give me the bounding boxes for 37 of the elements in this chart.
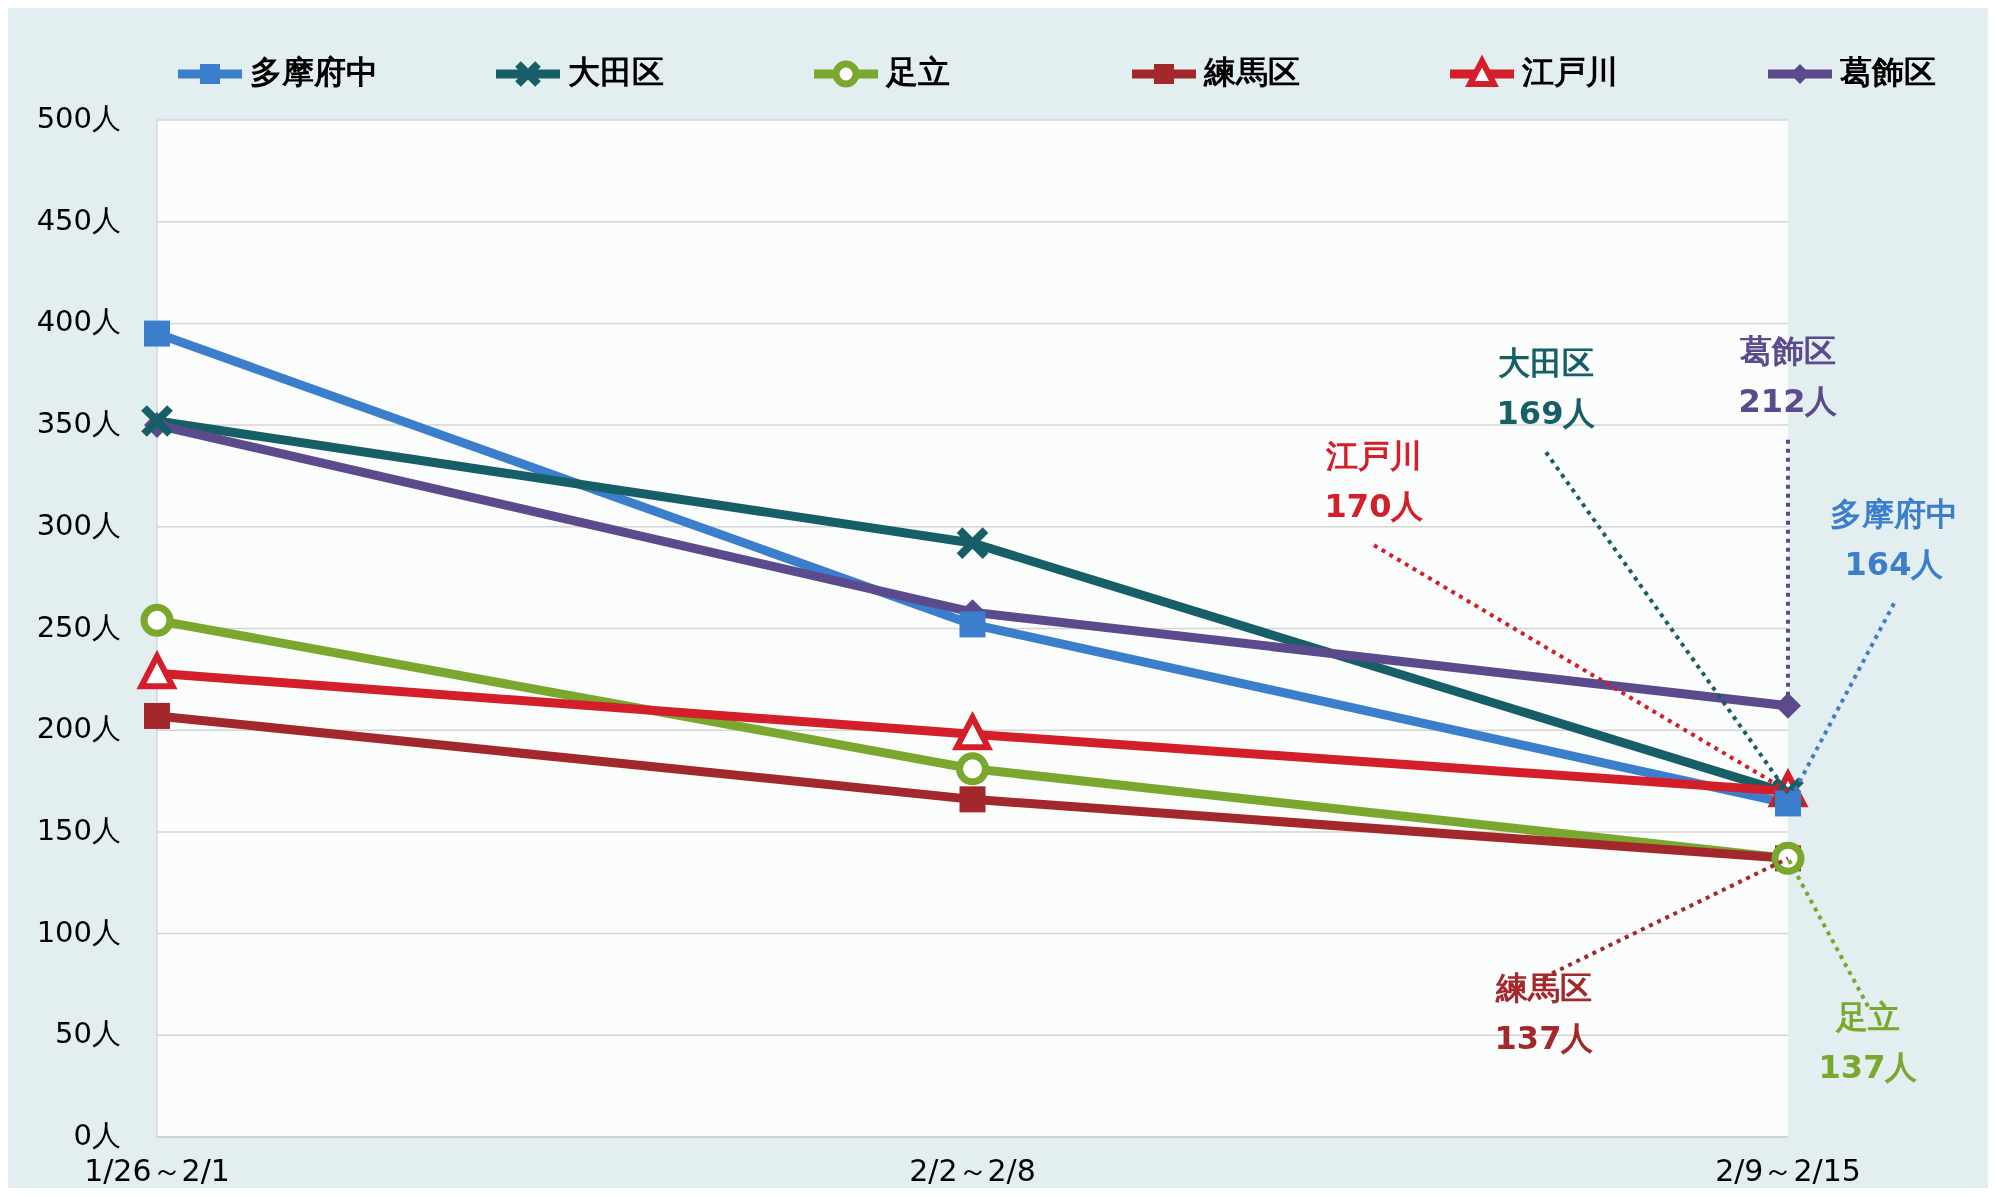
y-tick-label: 50人 xyxy=(55,1016,121,1051)
point xyxy=(1771,841,1805,875)
point xyxy=(959,786,986,813)
annotation: 大田区 169人 xyxy=(1496,344,1597,433)
y-tick-label: 200人 xyxy=(36,711,121,746)
point xyxy=(144,320,170,347)
y-tick-label: 450人 xyxy=(36,202,121,237)
y-tick-label: 150人 xyxy=(36,812,121,847)
point xyxy=(140,404,174,439)
legend-label: 大田区 xyxy=(568,53,664,91)
y-tick-label: 350人 xyxy=(36,406,121,441)
y-tick-label: 100人 xyxy=(36,914,121,949)
y-tick-label: 250人 xyxy=(36,609,121,644)
point xyxy=(144,702,170,729)
legend-label: 足立 xyxy=(885,53,950,91)
point xyxy=(959,611,986,638)
y-tick-label: 300人 xyxy=(36,507,121,542)
x-tick-label: 1/26～2/1 xyxy=(84,1153,230,1188)
legend-label: 練馬区 xyxy=(1203,53,1300,91)
x-tick-label: 2/9～2/15 xyxy=(1715,1153,1861,1188)
y-tick-label: 0人 xyxy=(73,1118,121,1152)
point xyxy=(140,603,174,637)
legend-label: 江戸川 xyxy=(1521,53,1618,91)
annotation: 練馬区 137人 xyxy=(1494,969,1595,1058)
annotation: 葛飾区 212人 xyxy=(1738,331,1839,420)
point xyxy=(1775,790,1801,817)
point xyxy=(1775,692,1801,719)
legend-label: 多摩府中 xyxy=(250,53,378,91)
y-tick-label: 400人 xyxy=(36,304,121,339)
annotation: 多摩府中 164人 xyxy=(1830,495,1958,584)
legend-label: 葛飾区 xyxy=(1839,53,1936,91)
point xyxy=(956,752,989,786)
annotation: 江戸川 170人 xyxy=(1324,437,1425,526)
y-tick-label: 500人 xyxy=(36,101,121,135)
point xyxy=(955,526,990,561)
annotation: 足立 137人 xyxy=(1818,998,1919,1087)
x-tick-label: 2/2～2/8 xyxy=(909,1153,1036,1188)
